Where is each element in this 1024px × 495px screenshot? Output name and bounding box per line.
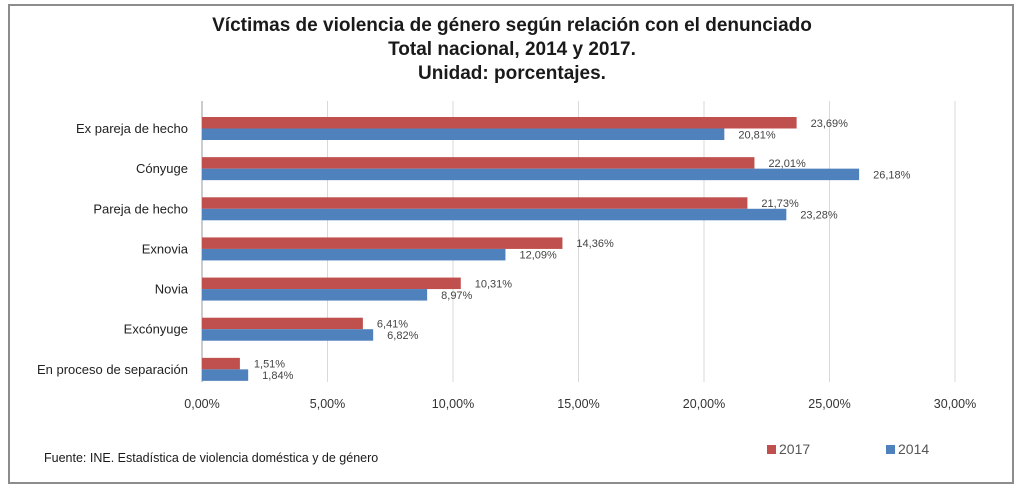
x-tick-label: 30,00% [934,397,976,411]
data-label-2014: 6,82% [387,330,418,342]
category-label: Ex pareja de hecho [76,121,188,136]
data-label-2017: 21,73% [761,198,799,210]
bar-2017 [202,237,563,249]
x-tick-label: 25,00% [808,397,850,411]
category-label: Excónyuge [124,322,188,337]
legend-item-2014: 2014 [886,441,929,457]
x-tick-label: 20,00% [683,397,725,411]
data-label-2014: 12,09% [519,250,557,262]
chart-title-line-2: Total nacional, 2014 y 2017. [388,39,636,60]
data-label-2014: 26,18% [873,169,911,181]
bar-2017 [202,277,461,290]
source-note: Fuente: INE. Estadística de violencia do… [44,451,379,465]
x-tick-label: 0,00% [184,397,219,411]
bar-2017 [202,117,797,129]
legend-label-2014: 2014 [898,441,930,457]
legend-item-2017: 2017 [767,441,810,457]
data-label-2017: 1,51% [254,359,285,371]
data-label-2014: 1,84% [262,370,293,382]
bar-2014 [202,208,787,221]
bar-2014 [202,329,374,341]
data-label-2014: 20,81% [738,129,776,141]
bar-2014 [202,128,725,140]
chart-title-line-1: Víctimas de violencia de género según re… [212,15,812,36]
chart-title: Víctimas de violencia de género según re… [0,14,1024,86]
bar-2017 [202,197,748,209]
data-label-2017: 22,01% [768,158,806,170]
bar-2017 [202,157,755,169]
bar-2014 [202,289,428,301]
category-label: Pareja de hecho [93,201,188,216]
legend-label-2017: 2017 [779,441,811,457]
data-label-2017: 23,69% [811,118,849,130]
category-label: Cónyuge [136,161,188,176]
bar-2017 [202,357,240,370]
bar-2014 [202,369,249,381]
chart-title-line-3: Unidad: porcentajes. [418,63,606,84]
x-tick-label: 10,00% [432,397,474,411]
category-label: Novia [155,282,189,297]
data-label-2017: 6,41% [377,318,408,330]
data-label-2017: 10,31% [475,278,513,290]
x-tick-label: 5,00% [310,397,345,411]
bar-2014 [202,168,860,181]
data-label-2017: 14,36% [576,238,614,250]
category-label: En proceso de separación [37,362,188,377]
bar-2017 [202,317,363,330]
legend-swatch-2014 [886,444,895,454]
bar-2014 [202,248,506,261]
x-tick-label: 15,00% [557,397,599,411]
category-label: Exnovia [142,241,189,256]
legend-swatch-2017 [767,444,776,454]
data-label-2014: 23,28% [800,210,838,222]
data-label-2014: 8,97% [441,290,472,302]
